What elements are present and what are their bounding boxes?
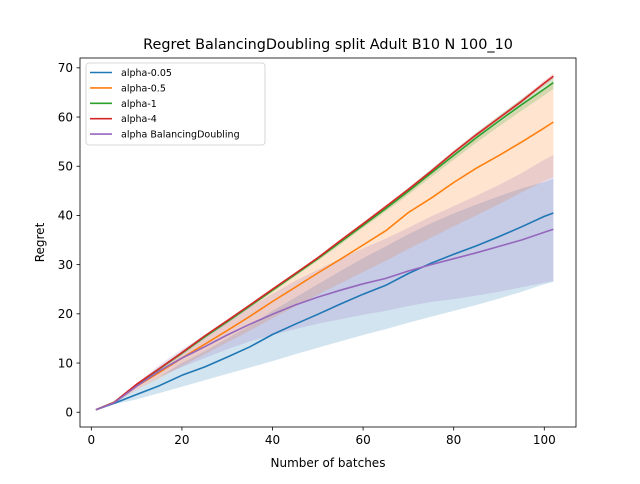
y-tick-label: 60: [58, 110, 73, 124]
chart-title: Regret BalancingDoubling split Adult B10…: [143, 37, 513, 53]
y-axis: 0 10 20 30 40 50 60 70: [58, 61, 80, 420]
y-axis-label: Regret: [33, 222, 47, 262]
x-tick-label: 20: [174, 433, 189, 447]
y-tick-label: 0: [65, 406, 73, 420]
x-tick-label: 0: [88, 433, 96, 447]
series-lines: [95, 75, 554, 411]
legend-label: alpha-4: [121, 114, 157, 125]
confidence-band: [95, 178, 554, 410]
confidence-bands: [95, 73, 554, 410]
legend-box: [85, 62, 266, 146]
y-tick-label: 20: [58, 307, 73, 321]
y-tick-label: 50: [58, 160, 73, 174]
x-tick-label: 60: [355, 433, 370, 447]
series-line: [95, 228, 554, 411]
x-tick-label: 100: [533, 433, 556, 447]
confidence-band: [95, 154, 554, 410]
x-axis: 0 20 40 60 80 100: [88, 427, 556, 447]
x-axis-label: Number of batches: [271, 456, 386, 470]
confidence-band: [95, 76, 554, 410]
legend-label: alpha-1: [121, 99, 157, 110]
y-tick-label: 40: [58, 209, 73, 223]
series-line: [95, 75, 554, 411]
series-line: [95, 212, 554, 411]
x-tick-label: 40: [265, 433, 280, 447]
y-tick-label: 70: [58, 61, 73, 75]
plot-area: [79, 57, 577, 428]
legend: alpha-0.05 alpha-0.5 alpha-1 alpha-4 alpha B…: [85, 62, 266, 146]
y-tick-label: 30: [58, 258, 73, 272]
y-tick-label: 10: [58, 356, 73, 370]
legend-label: alpha-0.5: [121, 83, 166, 94]
legend-label: alpha BalancingDoubling: [121, 130, 240, 141]
x-tick-label: 80: [446, 433, 461, 447]
legend-label: alpha-0.05: [121, 68, 172, 79]
axes-frame: [79, 57, 577, 428]
